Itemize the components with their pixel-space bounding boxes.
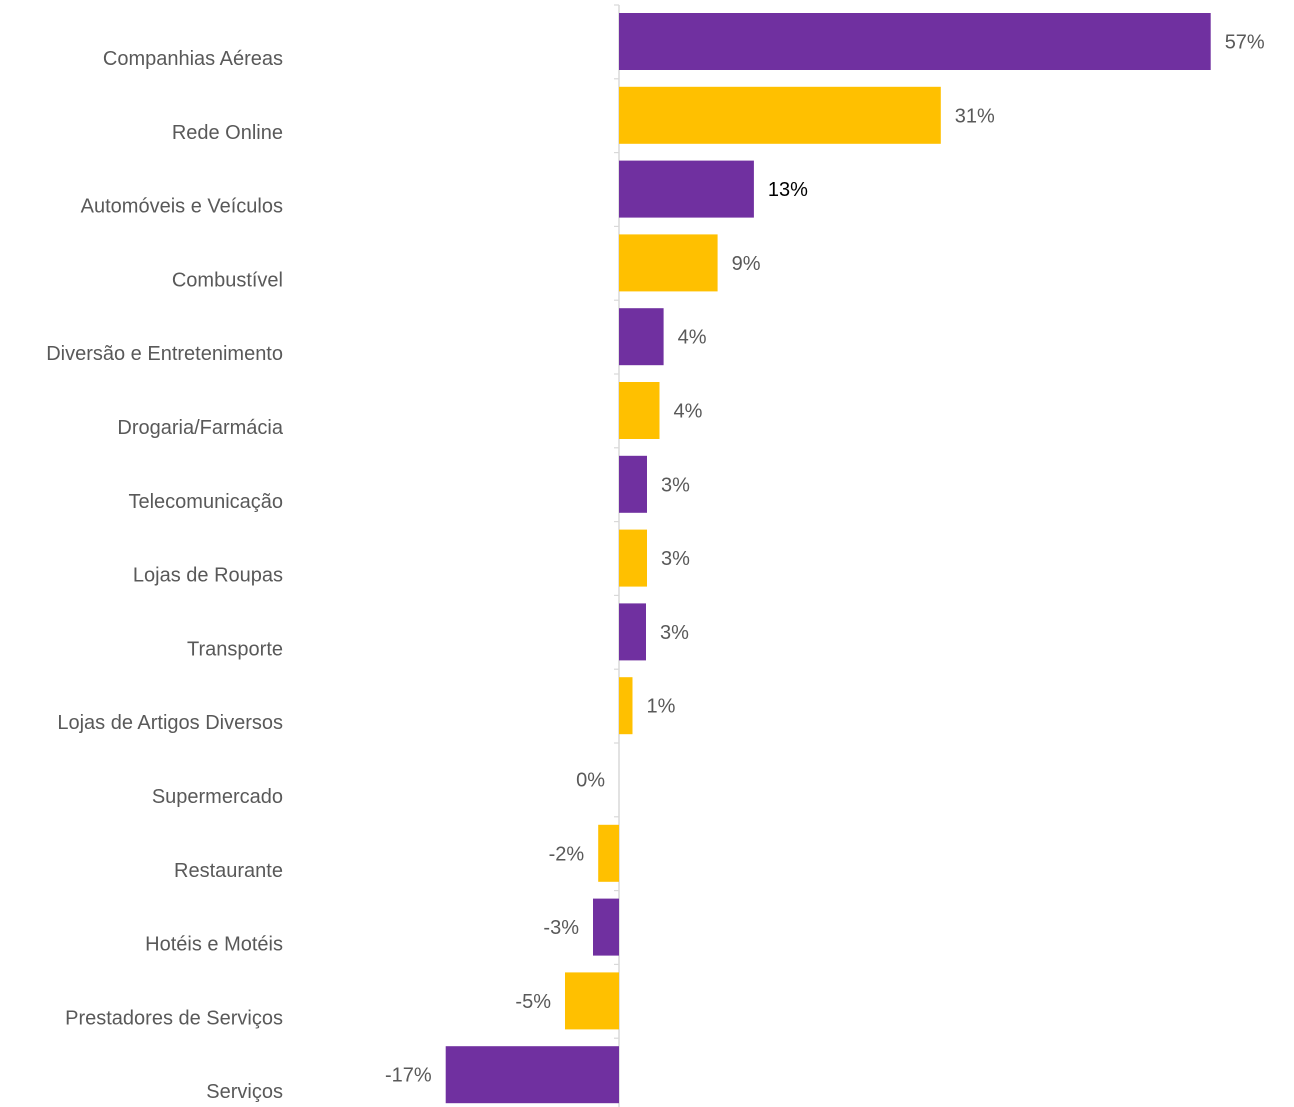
category-label: Transporte [187, 638, 283, 660]
data-label: -2% [549, 843, 585, 865]
category-label: Companhias Aéreas [103, 48, 283, 70]
category-label: Serviços [206, 1081, 283, 1103]
bar [619, 382, 660, 439]
bar [619, 86, 941, 144]
category-label: Rede Online [172, 122, 283, 144]
data-label: 1% [647, 696, 676, 718]
category-label: Prestadores de Serviços [65, 1007, 283, 1029]
data-label: 3% [660, 622, 689, 644]
bar [619, 603, 646, 661]
category-label: Supermercado [152, 786, 283, 808]
bar [619, 529, 647, 587]
bar [445, 1046, 619, 1104]
bar [619, 308, 664, 366]
bar [619, 234, 718, 292]
data-label: 4% [678, 327, 707, 349]
category-label: Telecomunicação [128, 491, 283, 513]
data-label: 0% [576, 770, 605, 792]
bars-group [445, 13, 1211, 1104]
data-label: 3% [661, 474, 690, 496]
category-label: Automóveis e Veículos [81, 196, 283, 218]
category-labels-group: Companhias Aéreas Rede Online Automóveis e… [46, 48, 284, 1103]
bar [593, 898, 619, 956]
category-label: Restaurante [174, 860, 283, 882]
category-label: Lojas de Roupas [133, 565, 283, 587]
category-label: Hotéis e Motéis [145, 934, 283, 956]
bar [598, 824, 619, 882]
category-label: Drogaria/Farmácia [117, 417, 283, 439]
data-labels-group: 57% 31% 13% 9% 4% 4% 3% 3% 3% 1% 0% -2% -3% -5% -17% [385, 32, 1265, 1087]
data-label: -5% [515, 991, 551, 1013]
bar [619, 160, 754, 218]
data-label: 3% [661, 548, 690, 570]
data-label: -3% [543, 917, 579, 939]
data-label: 31% [955, 105, 995, 127]
category-label: Diversão e Entretenimento [46, 343, 283, 365]
data-label: 4% [674, 401, 703, 423]
bar [619, 677, 633, 735]
bar [619, 13, 1211, 70]
bar [565, 972, 619, 1030]
bar [619, 455, 647, 513]
category-label: Combustível [172, 269, 283, 291]
data-label: -17% [385, 1065, 432, 1087]
data-label: 57% [1225, 32, 1265, 54]
data-label: 13% [768, 179, 808, 201]
data-label: 9% [732, 253, 761, 275]
category-label: Lojas de Artigos Diversos [57, 712, 283, 734]
